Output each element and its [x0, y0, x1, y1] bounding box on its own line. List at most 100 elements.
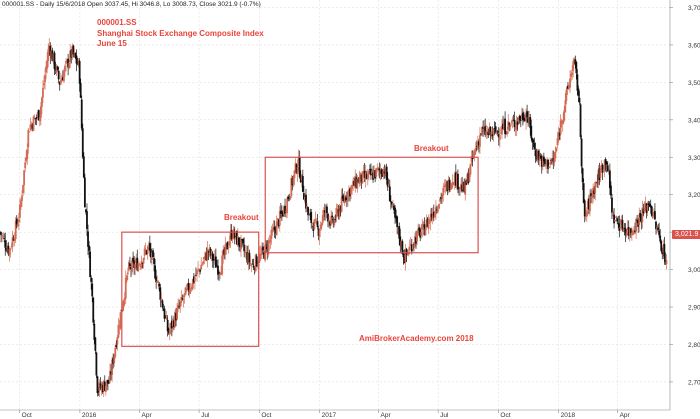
candle-body	[79, 83, 82, 98]
candle-body	[180, 296, 183, 303]
candle-body	[252, 265, 255, 268]
candle-body	[522, 112, 524, 121]
candle-body	[152, 250, 154, 257]
candle-body	[531, 138, 534, 143]
candle-body	[343, 196, 346, 204]
candle-body	[167, 329, 170, 334]
candle-body	[127, 262, 130, 271]
candle-body	[295, 164, 298, 173]
candle-body	[255, 256, 258, 267]
candle-body	[620, 219, 623, 225]
candle-body	[26, 149, 29, 160]
candle-body	[116, 337, 119, 345]
candle-body	[504, 118, 506, 135]
candle-body	[291, 178, 294, 186]
consolidation-box	[121, 231, 260, 347]
candle-body	[399, 236, 402, 246]
candle-body	[651, 215, 654, 218]
candle-body	[436, 209, 438, 211]
candle-body	[597, 170, 600, 185]
candle-body	[135, 259, 138, 263]
candle-body	[337, 209, 340, 217]
candle-body	[530, 125, 533, 139]
candle-body	[558, 132, 561, 136]
candle-body	[596, 181, 599, 184]
candle-body	[642, 208, 645, 214]
candle-body	[225, 243, 228, 247]
x-tick-label: Oct	[22, 412, 32, 419]
candle-body	[109, 370, 111, 382]
symbol-label: 000001.SS	[97, 18, 137, 27]
candle-body	[247, 252, 250, 265]
candle-body	[557, 134, 560, 141]
candle-body	[661, 250, 664, 255]
candle-body	[418, 227, 421, 231]
candle-body	[613, 214, 615, 224]
candle-body	[37, 110, 40, 121]
candle-body	[5, 247, 8, 251]
candle-body	[66, 59, 68, 62]
candle-body	[492, 128, 495, 134]
candle-body	[563, 105, 566, 113]
index-name-label: Shanghai Stock Exchange Composite Index	[97, 29, 264, 38]
candle-body	[426, 218, 429, 227]
candle-body	[90, 277, 93, 282]
candle-body	[155, 276, 158, 283]
candle-body	[358, 177, 361, 184]
candle-body	[656, 227, 658, 231]
candle-body	[6, 248, 9, 251]
candle-body	[564, 93, 567, 105]
candle-body	[223, 249, 226, 255]
candle-body	[158, 283, 161, 287]
x-tick-label: Apr	[381, 412, 392, 419]
candle-body	[338, 207, 341, 218]
candle-body	[417, 228, 420, 234]
candle-body	[234, 231, 237, 236]
candle-body	[428, 220, 431, 221]
candle-body	[228, 241, 231, 246]
candle-body	[108, 382, 110, 384]
candle-body	[371, 171, 373, 175]
candle-body	[510, 122, 513, 124]
candle-body	[615, 216, 618, 219]
candle-body	[298, 157, 301, 178]
candle-body	[203, 256, 206, 260]
candle-body	[49, 46, 52, 56]
candle-body	[20, 200, 22, 208]
candle-body	[265, 244, 268, 246]
candle-body	[496, 131, 499, 133]
x-axis-ticks: Oct 2016 Apr Jul Oct 2017 Apr Jul Oct 2018 Apr	[19, 410, 631, 419]
candle-body	[78, 60, 81, 84]
candle-body	[649, 205, 652, 208]
candle-body	[267, 241, 270, 255]
candle-body	[0, 232, 2, 236]
candle-body	[327, 213, 329, 222]
candle-body	[384, 168, 387, 177]
candle-body	[142, 258, 145, 264]
candle-body	[572, 61, 575, 71]
candle-body	[111, 359, 114, 375]
candle-body	[440, 196, 443, 200]
candle-body	[73, 52, 76, 54]
candle-body	[569, 78, 571, 88]
candle-body	[361, 171, 364, 184]
candle-body	[246, 252, 249, 263]
candle-body	[250, 264, 253, 266]
candle-body	[624, 228, 627, 236]
candle-body	[173, 320, 175, 328]
candle-body	[604, 159, 607, 165]
candle-body	[663, 243, 666, 260]
candle-body	[471, 156, 474, 159]
candle-body	[658, 230, 661, 236]
candle-body	[347, 191, 349, 202]
candle-body	[546, 159, 548, 166]
candle-body	[405, 248, 408, 255]
candle-body	[429, 213, 432, 223]
candle-body	[413, 243, 415, 245]
candle-body	[60, 78, 63, 82]
candle-body	[476, 141, 479, 149]
candle-body	[626, 227, 629, 231]
candle-body	[528, 117, 531, 123]
candle-body	[160, 298, 163, 300]
candle-body	[419, 229, 422, 238]
